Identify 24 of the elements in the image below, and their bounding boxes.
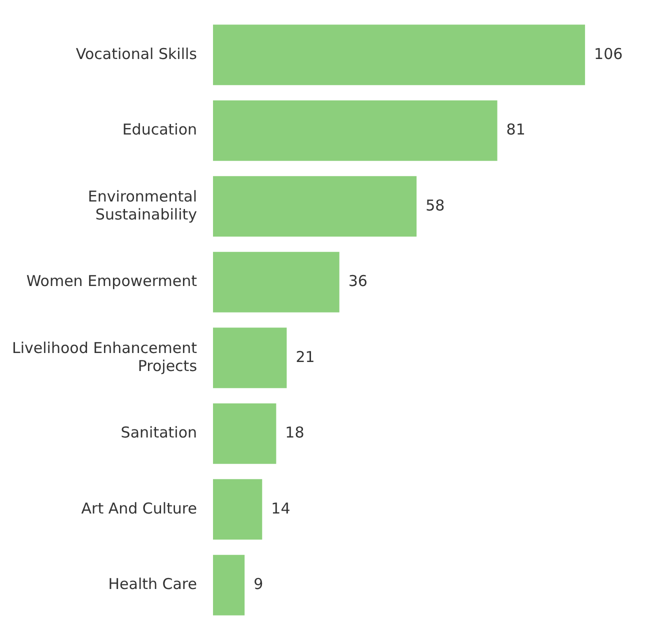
y-tick-label: Education xyxy=(122,120,198,139)
y-tick-label: Livelihood Enhancement Projects xyxy=(12,338,198,375)
data-label: 36 xyxy=(348,272,368,290)
y-tick-label: Environmental Sustainability xyxy=(88,187,198,224)
data-label: 14 xyxy=(271,499,290,518)
data-label: 9 xyxy=(254,575,264,594)
bar xyxy=(213,176,417,237)
bar xyxy=(213,554,245,616)
y-tick-label: Sanitation xyxy=(120,424,198,442)
data-label: 81 xyxy=(506,120,526,139)
bar xyxy=(213,100,498,161)
data-label: 58 xyxy=(426,196,445,214)
data-label: 106 xyxy=(594,44,623,63)
data-label: 18 xyxy=(285,424,304,442)
bar xyxy=(213,252,340,312)
data-label: 21 xyxy=(296,348,315,366)
y-tick-label: Women Empowerment xyxy=(26,272,198,290)
bar xyxy=(213,328,287,388)
bar xyxy=(213,24,586,86)
y-tick-label: Art And Culture xyxy=(81,499,198,518)
y-tick-label: Health Care xyxy=(108,575,198,594)
bar xyxy=(213,479,262,540)
bar xyxy=(213,403,276,464)
y-tick-label: Vocational Skills xyxy=(76,44,198,63)
